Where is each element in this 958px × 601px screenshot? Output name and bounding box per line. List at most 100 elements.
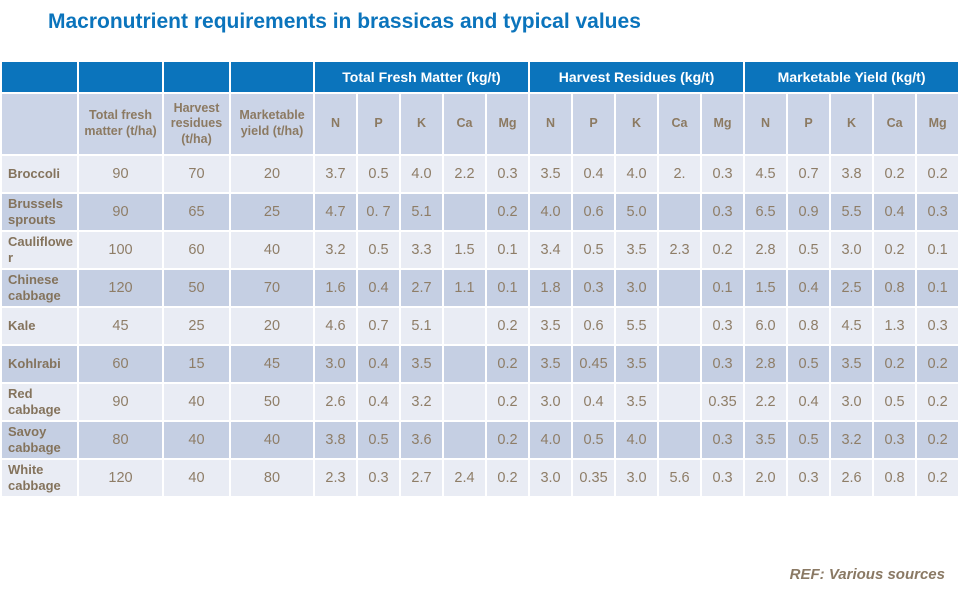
- data-cell: [442, 382, 487, 422]
- data-cell: 0.45: [571, 344, 617, 384]
- data-cell: 0.8: [872, 268, 918, 308]
- data-cell: 4.5: [743, 154, 789, 194]
- data-cell: [657, 268, 703, 308]
- reference-note: REF: Various sources: [789, 566, 945, 583]
- data-cell: [657, 344, 703, 384]
- data-cell: 40: [229, 420, 315, 460]
- table-row: Brussels sprouts 90 65 25 4.7 0. 7 5.1 0.2 4.0 0.…: [0, 192, 958, 232]
- data-cell: 3.0: [614, 268, 660, 308]
- data-cell: 3.6: [399, 420, 444, 460]
- data-cell: 0.4: [571, 382, 617, 422]
- data-cell: 3.5: [528, 344, 574, 384]
- data-cell: 0.1: [915, 230, 958, 270]
- data-cell: 50: [162, 268, 231, 308]
- data-cell: 0.1: [700, 268, 746, 308]
- data-cell: 3.8: [829, 154, 875, 194]
- data-cell: [442, 344, 487, 384]
- data-cell: [657, 382, 703, 422]
- data-cell: 0.3: [571, 268, 617, 308]
- data-cell: 120: [77, 458, 164, 498]
- data-cell: 3.0: [528, 382, 574, 422]
- row-label: Brussels sprouts: [0, 192, 79, 232]
- data-cell: 2.2: [442, 154, 487, 194]
- column-header-cell: Ca: [872, 92, 918, 156]
- data-cell: 3.0: [528, 458, 574, 498]
- group-header-spacer: [162, 60, 231, 94]
- data-cell: 0.5: [786, 230, 832, 270]
- data-cell: 15: [162, 344, 231, 384]
- data-cell: 2.8: [743, 230, 789, 270]
- data-cell: 40: [162, 458, 231, 498]
- corner-cell: [0, 92, 79, 156]
- row-label: Kohlrabi: [0, 344, 79, 384]
- data-cell: 40: [162, 420, 231, 460]
- column-header-cell: P: [356, 92, 401, 156]
- data-cell: 6.0: [743, 306, 789, 346]
- data-cell: 4.0: [399, 154, 444, 194]
- data-cell: 4.0: [614, 420, 660, 460]
- group-header-spacer: [229, 60, 315, 94]
- data-cell: 2.6: [313, 382, 358, 422]
- data-cell: 2.2: [743, 382, 789, 422]
- data-cell: 5.1: [399, 192, 444, 232]
- data-cell: 0.4: [571, 154, 617, 194]
- group-header-cell: Total Fresh Matter (kg/t): [312, 60, 531, 94]
- data-cell: 0.4: [786, 268, 832, 308]
- data-cell: 0.1: [484, 230, 531, 270]
- row-label: Kale: [0, 306, 79, 346]
- table-row: Broccoli 90 70 20 3.7 0.5 4.0 2.2 0.3 3.5 0.4 4.0 2.…: [0, 154, 958, 194]
- data-cell: 80: [77, 420, 164, 460]
- group-header-cell: Harvest Residues (kg/t): [528, 60, 746, 94]
- data-cell: [657, 420, 703, 460]
- data-cell: 0.35: [700, 382, 746, 422]
- data-cell: 25: [229, 192, 315, 232]
- data-cell: 3.2: [829, 420, 875, 460]
- data-cell: 2.6: [829, 458, 875, 498]
- data-cell: 0.2: [700, 230, 746, 270]
- data-cell: 0.2: [915, 344, 958, 384]
- column-header-cell: K: [614, 92, 660, 156]
- data-cell: 3.5: [528, 154, 574, 194]
- row-label: Cauliflower: [0, 230, 79, 270]
- data-cell: 0.8: [872, 458, 918, 498]
- data-cell: 1.5: [442, 230, 487, 270]
- data-cell: 0.3: [872, 420, 918, 460]
- macronutrient-table: Total Fresh Matter (kg/t) Harvest Residue…: [0, 60, 958, 498]
- data-cell: 5.1: [399, 306, 444, 346]
- data-cell: 0.4: [786, 382, 832, 422]
- data-cell: 2.7: [399, 458, 444, 498]
- data-cell: 3.5: [399, 344, 444, 384]
- column-header-cell: Mg: [700, 92, 746, 156]
- data-cell: 0.2: [915, 382, 958, 422]
- row-label: Chinese cabbage: [0, 268, 79, 308]
- column-header-cell: K: [829, 92, 875, 156]
- data-cell: 0.2: [915, 458, 958, 498]
- data-cell: 80: [229, 458, 315, 498]
- group-header-spacer: [77, 60, 164, 94]
- data-cell: 3.5: [829, 344, 875, 384]
- row-label: Savoy cabbage: [0, 420, 79, 460]
- data-cell: 5.5: [829, 192, 875, 232]
- data-cell: 0.9: [786, 192, 832, 232]
- data-cell: 0.2: [484, 420, 531, 460]
- data-cell: 70: [162, 154, 231, 194]
- column-header-cell: Ca: [442, 92, 487, 156]
- data-cell: 3.8: [313, 420, 358, 460]
- data-cell: 0.5: [571, 230, 617, 270]
- data-cell: 3.0: [614, 458, 660, 498]
- column-header-cell: Total fresh matter (t/ha): [77, 92, 164, 156]
- data-cell: 3.2: [313, 230, 358, 270]
- column-header-cell: Mg: [915, 92, 958, 156]
- data-cell: 4.0: [528, 420, 574, 460]
- data-cell: 3.5: [743, 420, 789, 460]
- data-cell: 3.7: [313, 154, 358, 194]
- data-cell: 0. 7: [356, 192, 401, 232]
- data-cell: 0.1: [484, 268, 531, 308]
- data-cell: 2.: [657, 154, 703, 194]
- data-cell: 3.0: [829, 230, 875, 270]
- data-cell: [657, 306, 703, 346]
- data-cell: 60: [77, 344, 164, 384]
- row-label: Broccoli: [0, 154, 79, 194]
- data-cell: 90: [77, 192, 164, 232]
- data-cell: 2.3: [313, 458, 358, 498]
